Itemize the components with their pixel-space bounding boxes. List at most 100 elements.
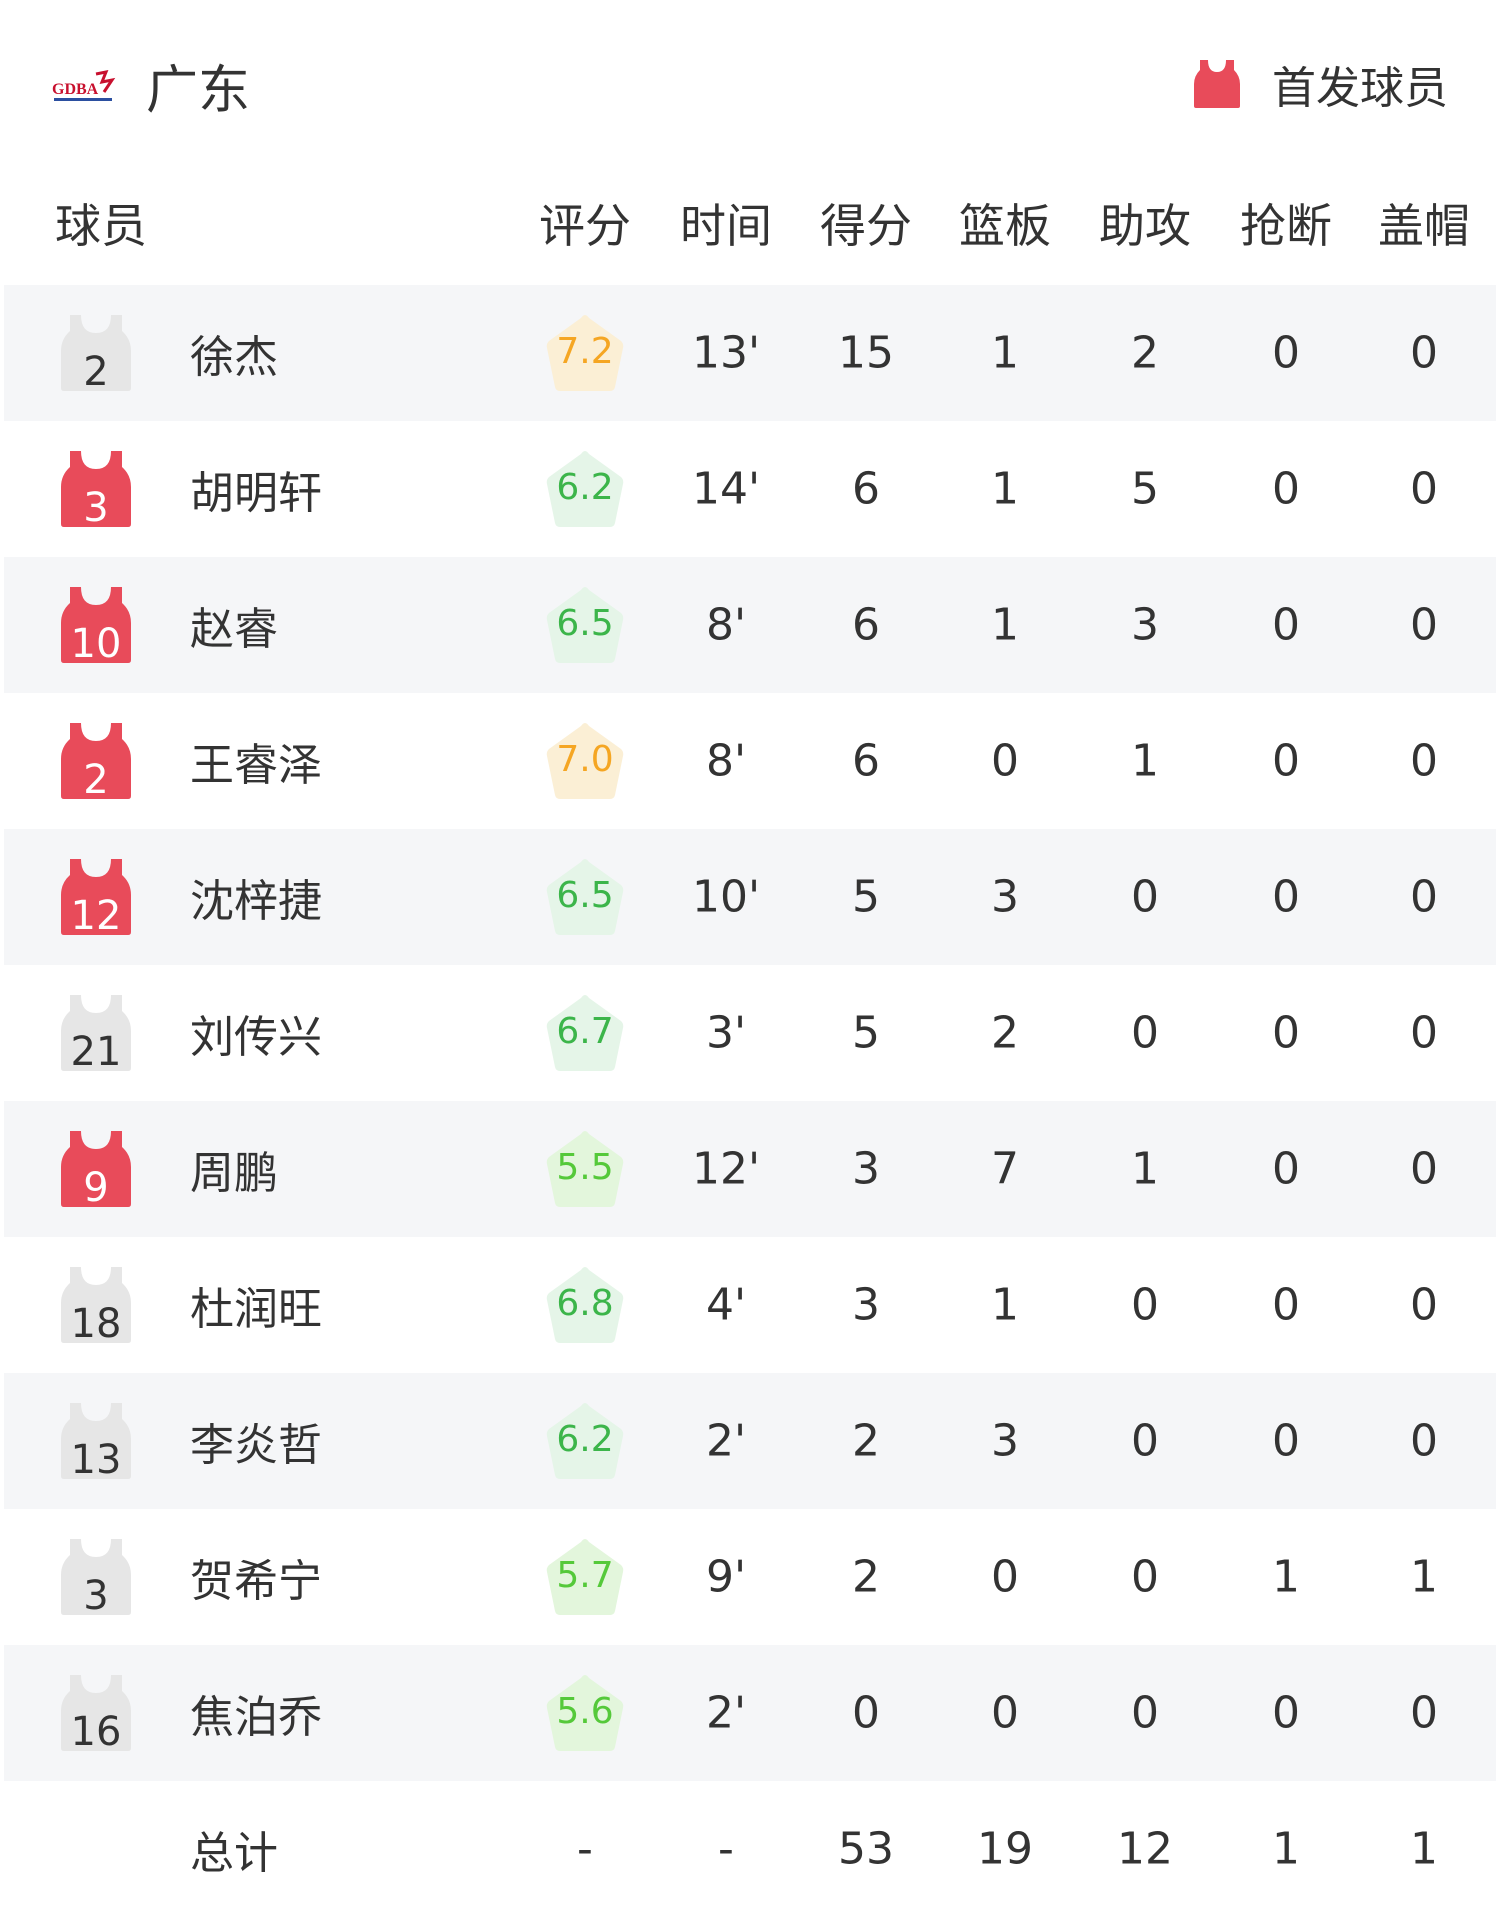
- stat-points: 5: [852, 1007, 880, 1059]
- stat-time: 9': [705, 1551, 747, 1603]
- jersey-number: 13: [70, 1437, 122, 1483]
- rating-badge: 6.5: [545, 857, 625, 937]
- team-name: 广东: [146, 61, 251, 121]
- jersey-icon: [61, 451, 131, 527]
- rating-badge: 5.5: [545, 1129, 625, 1209]
- jersey-number-badge: 10: [61, 587, 131, 667]
- player-row[interactable]: 21 刘传兴 6.7 3' 5 2 0 0 0: [4, 965, 1496, 1101]
- column-rating: 评分: [539, 199, 631, 253]
- jersey-icon: [61, 1267, 131, 1343]
- stat-blocks: 0: [1410, 327, 1438, 379]
- player-row[interactable]: 12 沈梓捷 6.5 10' 5 3 0 0 0: [4, 829, 1496, 965]
- player-name[interactable]: 沈梓捷: [190, 876, 322, 927]
- stat-points: 3: [852, 1279, 880, 1331]
- rating-badge: 5.6: [545, 1673, 625, 1753]
- player-row[interactable]: 3 贺希宁 5.7 9' 2 0 0 1 1: [4, 1509, 1496, 1645]
- stat-blocks: 0: [1410, 1143, 1438, 1195]
- stat-steals: 0: [1272, 463, 1300, 515]
- player-name[interactable]: 焦泊乔: [190, 1692, 322, 1743]
- rating-badge: 6.5: [545, 585, 625, 665]
- player-name[interactable]: 王睿泽: [190, 740, 322, 791]
- rating-value: 5.5: [556, 1147, 614, 1188]
- jersey-number-badge: 18: [61, 1267, 131, 1347]
- jersey-icon: [61, 1131, 131, 1207]
- jersey-number: 21: [70, 1029, 122, 1075]
- stat-rebounds: 0: [991, 735, 1019, 787]
- player-name[interactable]: 周鹏: [190, 1148, 278, 1199]
- pentagon-icon: [546, 1403, 624, 1479]
- stat-steals: 0: [1272, 1687, 1300, 1739]
- stat-time: 13': [691, 327, 761, 379]
- stat-points: 5: [852, 871, 880, 923]
- jersey-icon: [61, 315, 131, 391]
- stat-assists: 0: [1131, 1551, 1159, 1603]
- stat-rebounds: 0: [991, 1687, 1019, 1739]
- stat-rebounds: 1: [991, 463, 1019, 515]
- player-name[interactable]: 杜润旺: [190, 1284, 322, 1335]
- player-row[interactable]: 2 王睿泽 7.0 8' 6 0 1 0 0: [4, 693, 1496, 829]
- stat-assists: 5: [1131, 463, 1159, 515]
- jersey-number-badge: 13: [61, 1403, 131, 1483]
- player-name[interactable]: 胡明轩: [190, 468, 322, 519]
- rating-value: 6.7: [556, 1011, 614, 1052]
- stat-steals: 0: [1272, 735, 1300, 787]
- column-points: 得分: [820, 199, 912, 253]
- total-row: 总计 - - 53 19 12 1 1: [4, 1781, 1496, 1917]
- pentagon-icon: [546, 587, 624, 663]
- stat-blocks: 0: [1410, 463, 1438, 515]
- player-name[interactable]: 赵睿: [190, 604, 278, 655]
- jersey-number: 9: [83, 1165, 109, 1211]
- stat-blocks: 0: [1410, 599, 1438, 651]
- rating-value: 6.2: [556, 1419, 614, 1460]
- jersey-number: 12: [70, 893, 122, 939]
- rating-badge: 5.7: [545, 1537, 625, 1617]
- stat-time: 14': [691, 463, 761, 515]
- stat-blocks: 0: [1410, 1687, 1438, 1739]
- jersey-number-badge: 16: [61, 1675, 131, 1755]
- jersey-number: 18: [70, 1301, 122, 1347]
- stat-assists: 0: [1131, 1687, 1159, 1739]
- stat-assists: 0: [1131, 1279, 1159, 1331]
- team-logo: GDBA: [52, 70, 116, 101]
- player-row[interactable]: 13 李炎哲 6.2 2' 2 3 0 0 0: [4, 1373, 1496, 1509]
- rating-value: 5.6: [556, 1691, 614, 1732]
- stat-assists: 0: [1131, 871, 1159, 923]
- player-name[interactable]: 徐杰: [190, 332, 278, 383]
- rating-value: 6.2: [556, 467, 614, 508]
- table-header: 球员 评分 时间 得分 篮板 助攻 抢断 盖帽: [0, 190, 1500, 260]
- stat-blocks: 0: [1410, 1279, 1438, 1331]
- player-row[interactable]: 16 焦泊乔 5.6 2' 0 0 0 0 0: [4, 1645, 1496, 1781]
- player-row[interactable]: 2 徐杰 7.2 13' 15 1 2 0 0: [4, 285, 1496, 421]
- stat-time: 10': [691, 871, 761, 923]
- jersey-number: 10: [70, 621, 122, 667]
- stat-time: 8': [705, 599, 747, 651]
- player-row[interactable]: 9 周鹏 5.5 12' 3 7 1 0 0: [4, 1101, 1496, 1237]
- stat-time: 2': [705, 1415, 747, 1467]
- pentagon-icon: [546, 859, 624, 935]
- player-row[interactable]: 3 胡明轩 6.2 14' 6 1 5 0 0: [4, 421, 1496, 557]
- column-player: 球员: [55, 199, 147, 253]
- starter-legend-label: 首发球员: [1272, 63, 1448, 114]
- player-name[interactable]: 贺希宁: [190, 1556, 322, 1607]
- total-points: 53: [838, 1823, 894, 1875]
- stat-time: 2': [705, 1687, 747, 1739]
- stat-rebounds: 3: [991, 1415, 1019, 1467]
- stat-points: 2: [852, 1415, 880, 1467]
- rating-badge: 7.2: [545, 313, 625, 393]
- stat-steals: 0: [1272, 1143, 1300, 1195]
- stat-time: 8': [705, 735, 747, 787]
- stat-rebounds: 2: [991, 1007, 1019, 1059]
- jersey-icon: [61, 1539, 131, 1615]
- column-time: 时间: [680, 199, 772, 253]
- stat-time: 4': [705, 1279, 747, 1331]
- jersey-number-badge: 3: [61, 1539, 131, 1619]
- total-steals: 1: [1272, 1823, 1300, 1875]
- player-name[interactable]: 李炎哲: [190, 1420, 322, 1471]
- jersey-number-badge: 2: [61, 723, 131, 803]
- player-name[interactable]: 刘传兴: [190, 1012, 322, 1063]
- total-time: -: [718, 1823, 734, 1875]
- player-row[interactable]: 18 杜润旺 6.8 4' 3 1 0 0 0: [4, 1237, 1496, 1373]
- team-header: GDBA 广东 首发球员: [0, 0, 1500, 165]
- stat-steals: 0: [1272, 599, 1300, 651]
- player-row[interactable]: 10 赵睿 6.5 8' 6 1 3 0 0: [4, 557, 1496, 693]
